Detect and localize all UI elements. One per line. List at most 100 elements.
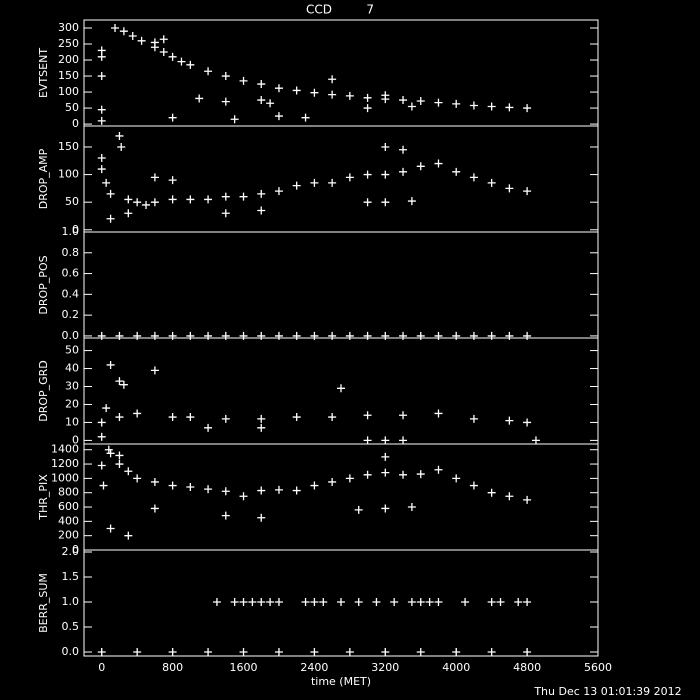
y-tick-label: 0: [72, 543, 79, 556]
point: [150, 173, 159, 182]
point: [452, 99, 461, 108]
y-tick-label: 2.0: [62, 545, 80, 558]
point: [124, 531, 133, 540]
point: [292, 86, 301, 95]
point: [150, 366, 159, 375]
point: [124, 467, 133, 476]
point: [328, 90, 337, 99]
y-tick-label: 0.2: [62, 308, 80, 321]
point: [416, 470, 425, 479]
point: [310, 178, 319, 187]
point: [452, 474, 461, 483]
point: [292, 486, 301, 495]
point: [523, 598, 532, 606]
point: [257, 80, 266, 89]
point: [106, 360, 115, 369]
y-axis-label: THR_PIX: [37, 474, 50, 521]
point: [274, 598, 283, 606]
point: [399, 331, 408, 340]
point: [239, 648, 248, 656]
point: [186, 195, 195, 204]
point: [137, 36, 146, 45]
point: [407, 598, 416, 606]
point: [97, 116, 106, 125]
point: [133, 198, 142, 207]
point: [310, 88, 319, 97]
point: [345, 173, 354, 182]
point: [239, 492, 248, 501]
point: [363, 331, 372, 340]
point: [292, 413, 301, 422]
point: [505, 492, 514, 501]
point: [505, 184, 514, 193]
point: [239, 598, 248, 606]
point: [221, 331, 230, 340]
point: [363, 411, 372, 420]
point: [239, 192, 248, 201]
point: [204, 195, 213, 204]
point: [514, 598, 523, 606]
chart-title: CCD 7: [306, 3, 374, 17]
point: [399, 436, 408, 445]
point: [416, 648, 425, 656]
point: [168, 331, 177, 340]
point: [328, 178, 337, 187]
point: [195, 94, 204, 103]
point: [487, 648, 496, 656]
y-tick-label: 800: [58, 486, 79, 499]
x-tick-label: 5600: [584, 661, 612, 674]
point: [301, 113, 310, 122]
point: [363, 470, 372, 479]
point: [434, 159, 443, 168]
point: [292, 181, 301, 190]
point: [399, 411, 408, 420]
point: [186, 60, 195, 69]
point: [407, 197, 416, 206]
point: [204, 67, 213, 76]
y-axis-label: DROP_POS: [37, 255, 50, 314]
point: [221, 209, 230, 218]
point: [168, 195, 177, 204]
point: [257, 486, 266, 495]
point: [97, 154, 106, 163]
x-tick-label: 2400: [300, 661, 328, 674]
point: [345, 474, 354, 483]
point: [257, 414, 266, 423]
point: [186, 482, 195, 491]
point: [204, 648, 213, 656]
y-tick-label: 10: [65, 415, 79, 428]
point: [221, 511, 230, 520]
point: [274, 485, 283, 494]
point: [363, 93, 372, 102]
point: [177, 57, 186, 66]
point: [399, 96, 408, 105]
point: [212, 598, 221, 606]
point: [257, 206, 266, 215]
point: [487, 102, 496, 111]
point: [487, 488, 496, 497]
point: [496, 598, 505, 606]
y-tick-label: 0.5: [62, 620, 80, 633]
point: [381, 452, 390, 461]
y-tick-label: 20: [65, 397, 79, 410]
point: [106, 449, 115, 458]
y-tick-label: 200: [58, 529, 79, 542]
y-tick-label: 30: [65, 380, 79, 393]
point: [248, 598, 257, 606]
point: [115, 451, 124, 460]
y-tick-label: 1400: [51, 443, 79, 456]
y-tick-label: 150: [58, 140, 79, 153]
point: [469, 331, 478, 340]
y-tick-label: 300: [58, 21, 79, 34]
point: [310, 481, 319, 490]
point: [381, 436, 390, 445]
point: [117, 142, 126, 151]
point: [266, 598, 275, 606]
x-tick-label: 4000: [442, 661, 470, 674]
y-tick-label: 200: [58, 53, 79, 66]
point: [505, 103, 514, 112]
point: [416, 97, 425, 106]
point: [142, 200, 151, 209]
point: [523, 648, 532, 656]
